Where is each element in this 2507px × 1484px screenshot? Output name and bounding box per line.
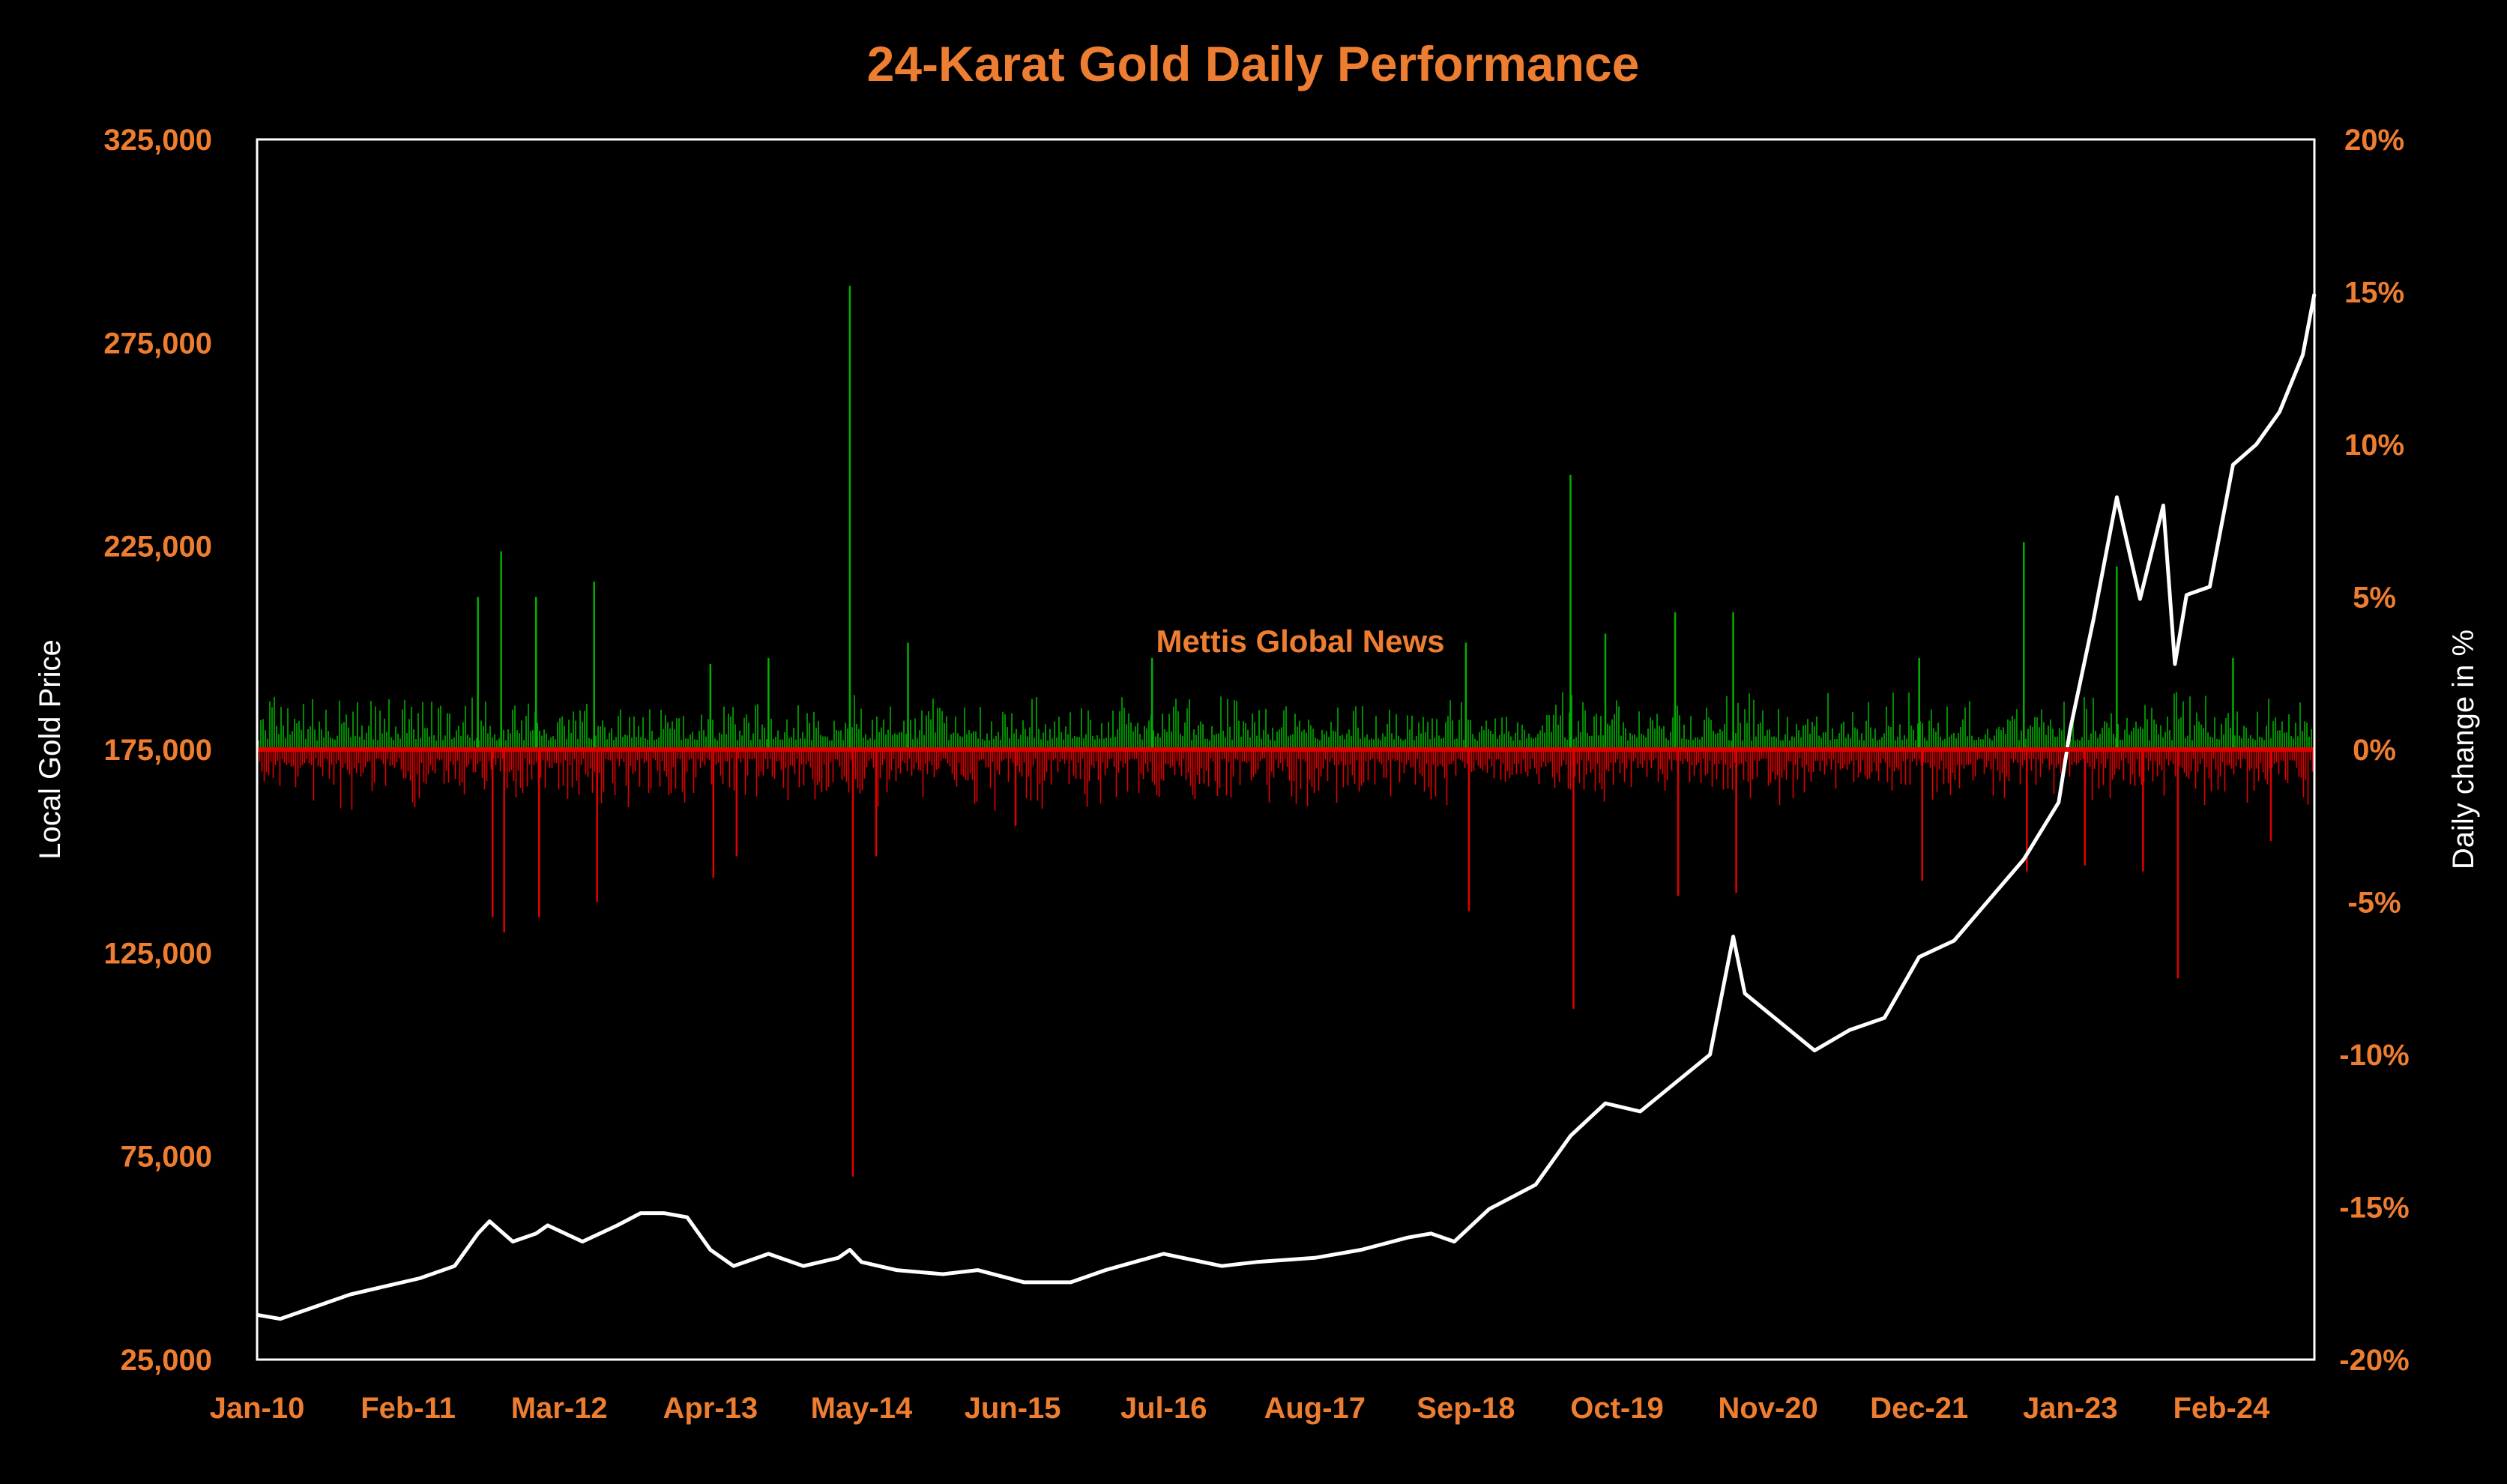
left-axis-title: Local Gold Price <box>34 639 67 859</box>
x-tick-label: May-14 <box>811 1392 913 1425</box>
left-tick-label: 225,000 <box>103 531 212 564</box>
right-tick-label: 0% <box>2353 734 2396 767</box>
x-tick-label: Jan-10 <box>210 1392 305 1425</box>
x-tick-label: Sep-18 <box>1417 1392 1515 1425</box>
left-tick-label: 325,000 <box>103 124 212 157</box>
right-tick-label: -20% <box>2339 1344 2409 1377</box>
right-tick-label: 10% <box>2344 429 2404 462</box>
left-axis-ticks: 25,000 75,000 125,000 175,000 225,000 275,000… <box>103 124 212 1377</box>
x-tick-label: Jun-15 <box>965 1392 1061 1425</box>
x-tick-label: Nov-20 <box>1718 1392 1817 1425</box>
x-tick-label: Feb-11 <box>360 1392 456 1425</box>
right-tick-label: 5% <box>2353 582 2396 615</box>
right-tick-label: 15% <box>2344 277 2404 310</box>
price-line <box>256 293 2317 1321</box>
left-tick-label: 125,000 <box>103 937 212 970</box>
right-tick-label: -5% <box>2347 887 2401 920</box>
right-tick-label: -15% <box>2339 1192 2409 1225</box>
left-tick-label: 25,000 <box>121 1344 212 1377</box>
x-tick-label: Jul-16 <box>1120 1392 1207 1425</box>
daily-change-bars <box>258 286 2314 1177</box>
x-tick-label: Mar-12 <box>511 1392 608 1425</box>
left-tick-label: 75,000 <box>121 1141 212 1174</box>
x-tick-label: Oct-19 <box>1570 1392 1664 1425</box>
x-tick-label: Dec-21 <box>1870 1392 1968 1425</box>
x-tick-label: Feb-24 <box>2173 1392 2270 1425</box>
right-tick-label: -10% <box>2339 1039 2409 1072</box>
right-tick-label: 20% <box>2344 124 2404 157</box>
right-axis-title: Daily change in % <box>2447 630 2480 869</box>
x-tick-label: Apr-13 <box>663 1392 758 1425</box>
watermark-text: Mettis Global News <box>1156 624 1444 659</box>
left-tick-label: 275,000 <box>103 327 212 360</box>
x-axis-ticks: Jan-10 Feb-11 Mar-12 Apr-13 May-14 Jun-15 Jul-… <box>210 1392 2271 1425</box>
right-axis-ticks: -20% -15% -10% -5% 0% 5% 10% 15% 20% <box>2339 124 2409 1377</box>
left-tick-label: 175,000 <box>103 734 212 767</box>
x-tick-label: Aug-17 <box>1264 1392 1366 1425</box>
x-tick-label: Jan-23 <box>2023 1392 2118 1425</box>
chart-title: 24-Karat Gold Daily Performance <box>867 36 1640 91</box>
plot-frame <box>256 138 2316 1361</box>
